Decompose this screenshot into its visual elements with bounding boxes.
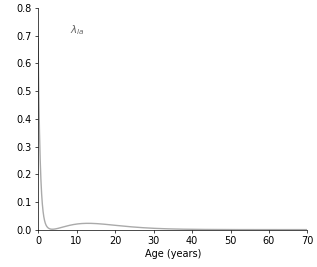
Text: $\lambda_{la}$: $\lambda_{la}$ [70,23,85,37]
X-axis label: Age (years): Age (years) [145,249,201,259]
